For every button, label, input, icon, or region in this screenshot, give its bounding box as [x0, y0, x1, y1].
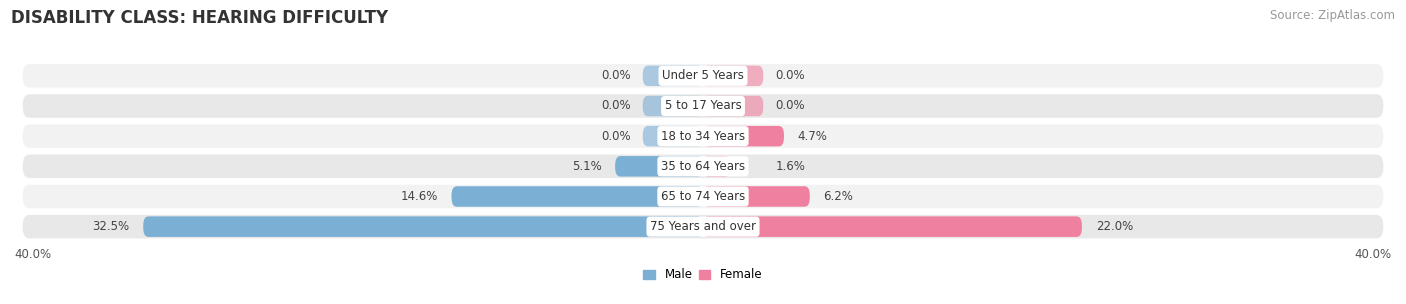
Legend: Male, Female: Male, Female: [638, 264, 768, 286]
Text: 14.6%: 14.6%: [401, 190, 437, 203]
Text: 40.0%: 40.0%: [14, 248, 51, 261]
Text: 22.0%: 22.0%: [1095, 220, 1133, 233]
FancyBboxPatch shape: [143, 216, 703, 237]
Text: Source: ZipAtlas.com: Source: ZipAtlas.com: [1270, 9, 1395, 22]
Text: 5 to 17 Years: 5 to 17 Years: [665, 99, 741, 112]
FancyBboxPatch shape: [643, 126, 703, 147]
FancyBboxPatch shape: [22, 124, 1384, 148]
Text: 40.0%: 40.0%: [1355, 248, 1392, 261]
Text: 4.7%: 4.7%: [797, 130, 828, 143]
FancyBboxPatch shape: [451, 186, 703, 207]
FancyBboxPatch shape: [22, 185, 1384, 208]
FancyBboxPatch shape: [703, 66, 763, 86]
FancyBboxPatch shape: [703, 126, 785, 147]
Text: 0.0%: 0.0%: [775, 99, 806, 112]
Text: 0.0%: 0.0%: [600, 99, 631, 112]
Text: 6.2%: 6.2%: [824, 190, 853, 203]
Text: 18 to 34 Years: 18 to 34 Years: [661, 130, 745, 143]
FancyBboxPatch shape: [22, 154, 1384, 178]
FancyBboxPatch shape: [703, 156, 731, 177]
Text: 0.0%: 0.0%: [600, 130, 631, 143]
Text: 65 to 74 Years: 65 to 74 Years: [661, 190, 745, 203]
Text: 32.5%: 32.5%: [93, 220, 129, 233]
Text: 0.0%: 0.0%: [775, 69, 806, 82]
FancyBboxPatch shape: [22, 94, 1384, 118]
FancyBboxPatch shape: [703, 216, 1083, 237]
FancyBboxPatch shape: [616, 156, 703, 177]
Text: 5.1%: 5.1%: [572, 160, 602, 173]
FancyBboxPatch shape: [643, 66, 703, 86]
Text: 75 Years and over: 75 Years and over: [650, 220, 756, 233]
FancyBboxPatch shape: [22, 64, 1384, 88]
Text: DISABILITY CLASS: HEARING DIFFICULTY: DISABILITY CLASS: HEARING DIFFICULTY: [11, 9, 388, 27]
Text: 35 to 64 Years: 35 to 64 Years: [661, 160, 745, 173]
FancyBboxPatch shape: [22, 215, 1384, 238]
Text: 0.0%: 0.0%: [600, 69, 631, 82]
Text: 1.6%: 1.6%: [775, 160, 806, 173]
FancyBboxPatch shape: [703, 186, 810, 207]
Text: Under 5 Years: Under 5 Years: [662, 69, 744, 82]
FancyBboxPatch shape: [643, 96, 703, 116]
FancyBboxPatch shape: [703, 96, 763, 116]
